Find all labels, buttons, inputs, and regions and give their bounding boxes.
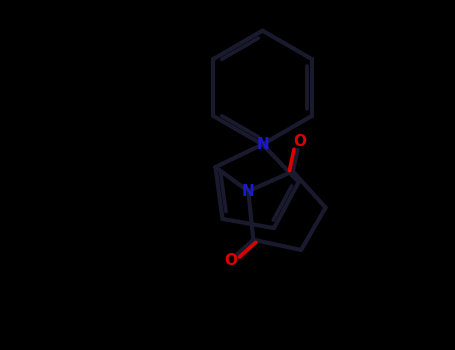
Text: O: O bbox=[224, 253, 237, 268]
Text: N: N bbox=[242, 184, 255, 199]
Text: N: N bbox=[256, 137, 269, 152]
Text: O: O bbox=[293, 134, 306, 149]
